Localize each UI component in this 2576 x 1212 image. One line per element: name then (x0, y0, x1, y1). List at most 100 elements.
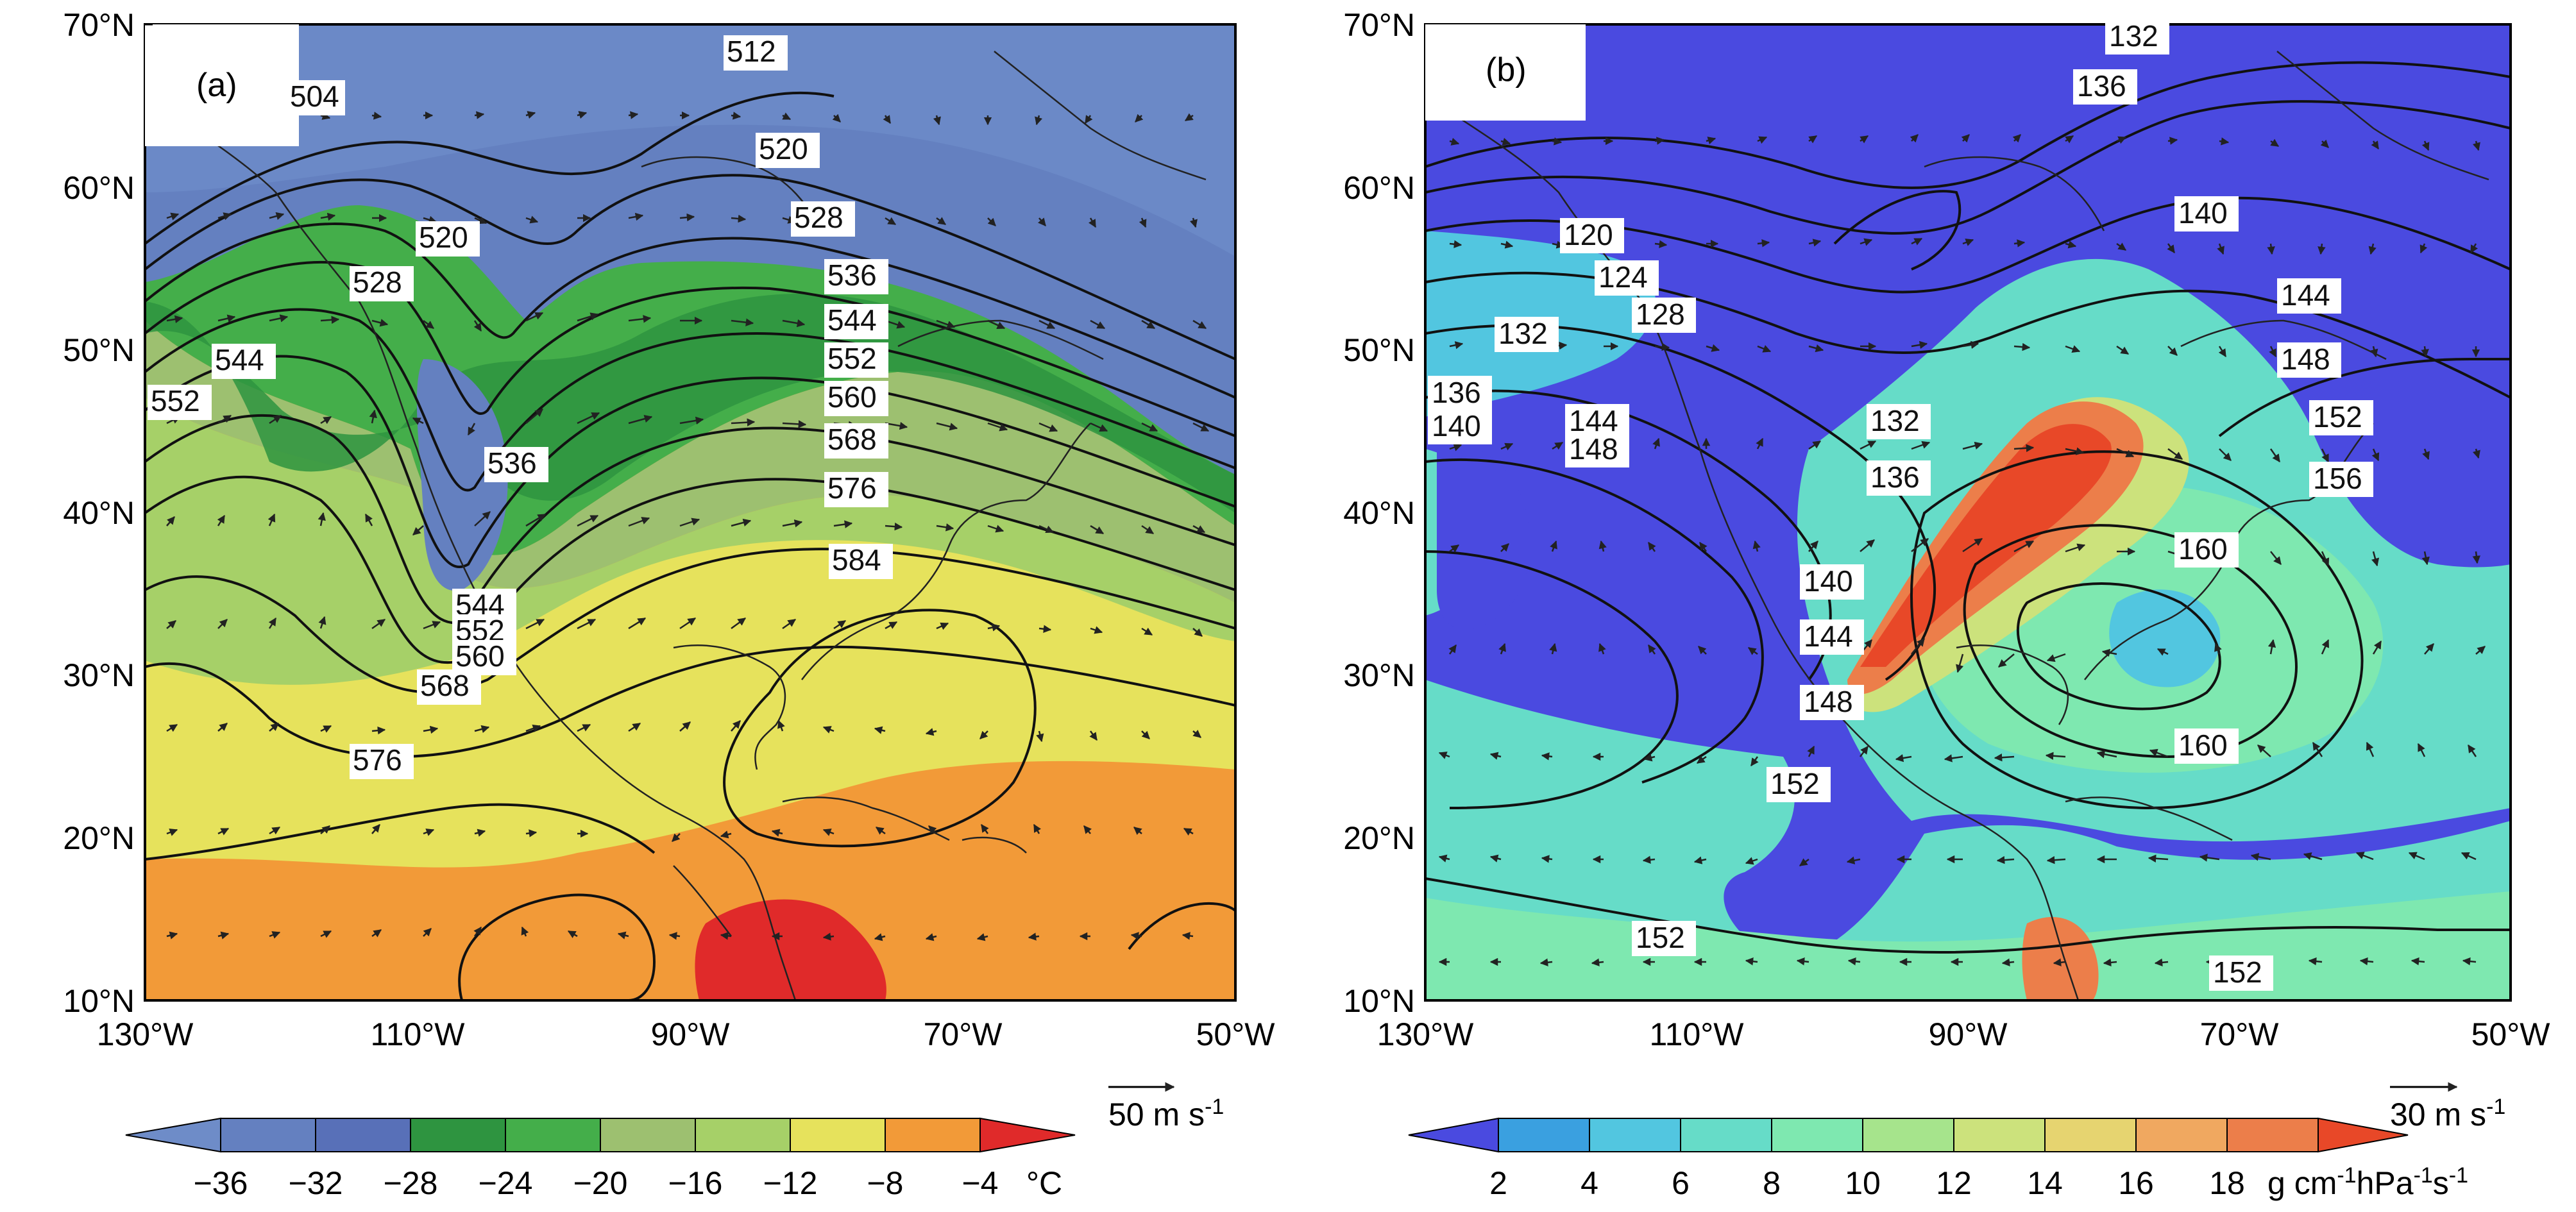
contour-label: 148 (1569, 432, 1618, 466)
colorbar-b-seg (2135, 1118, 2228, 1152)
colorbar-b-tick: 14 (2027, 1165, 2063, 1201)
contour-label: 560 (827, 380, 877, 414)
contour-label: 568 (827, 423, 877, 456)
contour-label: 124 (1598, 260, 1648, 294)
colorbar-b-unit-exp: -1 (2414, 1163, 2433, 1188)
band-yellow (145, 534, 1235, 868)
contour-label: 144 (1569, 404, 1618, 437)
lon-label: 130°W (97, 1016, 194, 1052)
colorbar-a-seg (790, 1118, 886, 1152)
contour-label: 132 (1498, 317, 1548, 350)
colorbar-b-unit: g cm (2267, 1165, 2337, 1201)
colorbar-a-seg (220, 1118, 316, 1152)
lat-label: 20°N (63, 820, 135, 856)
contour-label: 152 (1770, 767, 1820, 800)
colorbar-b-tick: 8 (1763, 1165, 1781, 1201)
moisture-west-blue (1437, 445, 1530, 630)
colorbar-b-tick: 4 (1580, 1165, 1598, 1201)
contour-label: 128 (1636, 298, 1685, 331)
contour-label: 132 (2109, 19, 2158, 53)
contour-label: 152 (2313, 400, 2362, 433)
colorbar-b-seg (1589, 1118, 1681, 1152)
panel-a-label: (a) (196, 67, 237, 104)
contour-label: 568 (420, 669, 470, 702)
colorbar-b-seg (2226, 1118, 2319, 1152)
lat-label: 40°N (1343, 495, 1415, 531)
contour-label: 544 (215, 343, 264, 376)
colorbar-a-tick: −8 (867, 1165, 903, 1201)
colorbar-b-unit-exp: -1 (2337, 1163, 2356, 1188)
lat-axis-b: 70°N 60°N 50°N 40°N 30°N 20°N 10°N (1343, 7, 1415, 1019)
lat-label: 70°N (1343, 7, 1415, 43)
lat-label: 60°N (1343, 170, 1415, 206)
moisture-plume-core (1860, 424, 2112, 667)
panel-a-map (145, 24, 1235, 1000)
lat-label: 20°N (1343, 820, 1415, 856)
lon-label: 70°W (2200, 1016, 2280, 1052)
contour-label: 144 (1804, 619, 1853, 653)
colorbar-b-tick: 18 (2209, 1165, 2245, 1201)
colorbar-a-tick: −36 (194, 1165, 248, 1201)
panel-b: (b) 132 136 140 144 148 152 156 160 120 … (1343, 7, 2550, 1201)
panel-b-map (1425, 24, 2511, 1000)
contour-labels-b: 132 136 140 144 148 152 156 160 120 124 … (1428, 19, 2373, 991)
panel-b-label: (b) (1486, 51, 1527, 88)
colorbar-b-tick: 12 (1936, 1165, 1972, 1201)
colorbar-b-left-tip (1408, 1117, 1499, 1153)
colorbar-a-seg (695, 1118, 791, 1152)
lon-label: 110°W (1650, 1016, 1745, 1052)
geopotential-contours-a (145, 91, 1235, 1000)
lat-label: 10°N (63, 983, 135, 1019)
wind-reference-b: 30 m s-1 (2390, 1082, 2505, 1132)
band-olive (145, 321, 1235, 603)
colorbar-a-seg (315, 1118, 411, 1152)
colorbar-b-right-tip (2318, 1117, 2409, 1153)
wind-ref-text: 30 m s (2390, 1097, 2486, 1132)
contour-label: 140 (1804, 564, 1853, 598)
lon-label: 50°W (2471, 1016, 2551, 1052)
colorbar-b-tick: 16 (2118, 1165, 2154, 1201)
contour-label: 584 (832, 543, 881, 577)
colorbar-a-seg (505, 1118, 601, 1152)
svg-text:50 m s-1: 50 m s-1 (1108, 1095, 1224, 1132)
contour-label: 536 (487, 446, 537, 480)
band-darkgreen (145, 293, 1235, 513)
lat-label: 60°N (63, 170, 135, 206)
colorbar-b-tick: 2 (1489, 1165, 1507, 1201)
colorbar-a-seg (410, 1118, 506, 1152)
contour-label: 152 (1636, 921, 1685, 954)
colorbar-b-seg (1498, 1118, 1590, 1152)
colorbar-b-unit: s (2433, 1165, 2449, 1201)
lat-label: 30°N (63, 657, 135, 693)
contour-label: 156 (2313, 462, 2362, 495)
contour-label: 144 (2281, 278, 2330, 312)
lat-label: 50°N (1343, 332, 1415, 368)
contour-label: 148 (1804, 685, 1853, 718)
colorbar-a-right-tip (979, 1117, 1076, 1153)
colorbar-a-tick: −20 (573, 1165, 628, 1201)
contour-label: 576 (827, 471, 877, 505)
colorbar-b-seg (1771, 1118, 1863, 1152)
wind-ref-exp: -1 (1205, 1095, 1224, 1119)
colorbar-a-tick: −32 (289, 1165, 343, 1201)
colorbar-a-tick: −4 (962, 1165, 998, 1201)
contour-label: 136 (2077, 69, 2126, 103)
contour-label: 148 (2281, 342, 2330, 376)
colorbar-b-seg (1953, 1118, 2046, 1152)
band-blue-light (145, 24, 1235, 257)
contour-label: 120 (1564, 218, 1613, 251)
contour-label: 528 (353, 265, 402, 299)
contour-label: 160 (2178, 728, 2228, 762)
geopotential-contours-b (1425, 61, 2511, 954)
lon-label: 50°W (1196, 1016, 1276, 1052)
contour-label: 152 (2213, 955, 2262, 989)
panel-b-label-box (1425, 24, 1586, 121)
contour-label: 160 (2178, 532, 2228, 566)
contour-label: 136 (1870, 460, 1920, 494)
contour-label: 576 (353, 743, 402, 777)
contour-label: 560 (455, 639, 505, 673)
moisture-eye (2109, 589, 2221, 687)
panel-a: (a) 504 512 520 528 536 544 552 560 568 … (63, 7, 1275, 1201)
lon-label: 70°W (924, 1016, 1003, 1052)
svg-text:30 m s-1: 30 m s-1 (2390, 1095, 2505, 1132)
